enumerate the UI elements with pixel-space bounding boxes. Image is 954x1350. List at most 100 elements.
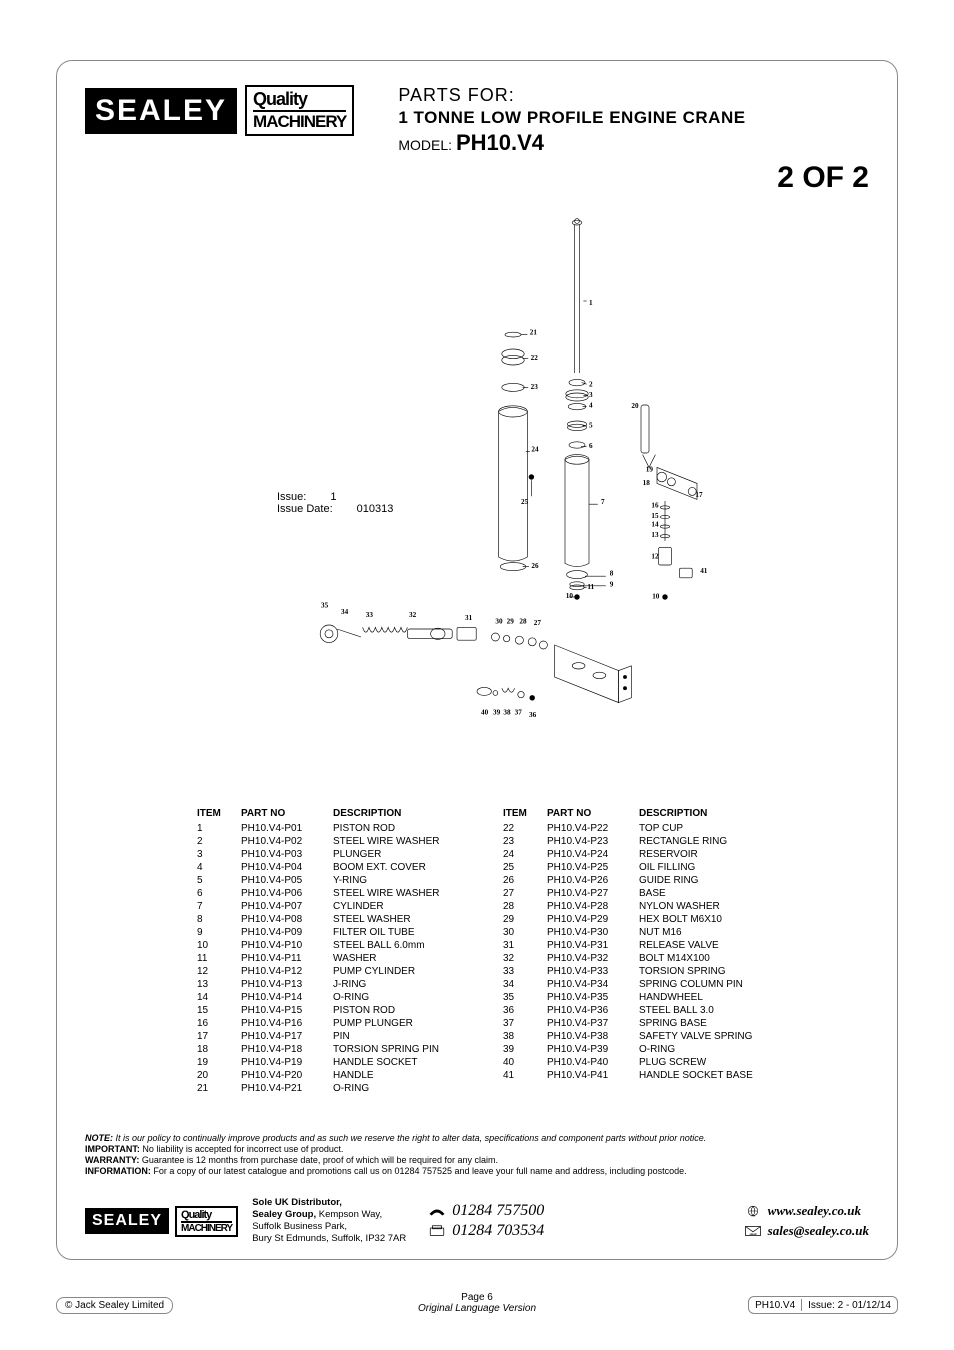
callout-34: 34 — [341, 608, 349, 616]
table-row: 30PH10.V4-P30NUT M16 — [503, 926, 789, 939]
callout-4: 4 — [589, 401, 593, 409]
cell-part: PH10.V4-P15 — [241, 1004, 333, 1017]
cell-desc: STEEL WIRE WASHER — [333, 887, 483, 900]
callout-11: 11 — [587, 583, 594, 591]
callout-18: 18 — [643, 479, 651, 487]
links: Webwww.sealey.co.uk emailsales@sealey.co… — [744, 1203, 869, 1239]
page-number: Page 6 — [418, 1292, 536, 1303]
table-row: 38PH10.V4-P38SAFETY VALVE SPRING — [503, 1030, 789, 1043]
table-row: 22PH10.V4-P22TOP CUP — [503, 822, 789, 835]
cell-item: 3 — [197, 848, 241, 861]
cell-desc: HANDLE SOCKET BASE — [639, 1069, 789, 1082]
cell-desc: STEEL WASHER — [333, 913, 483, 926]
cell-item: 39 — [503, 1043, 547, 1056]
callout-8: 8 — [610, 569, 614, 577]
parts-col-right: ITEM PART NO DESCRIPTION 22PH10.V4-P22TO… — [503, 807, 789, 1095]
web: www.sealey.co.uk — [768, 1203, 861, 1219]
cell-part: PH10.V4-P04 — [241, 861, 333, 874]
callout-23: 23 — [531, 383, 539, 391]
callout-27: 27 — [534, 619, 542, 627]
cell-part: PH10.V4-P35 — [547, 991, 639, 1004]
note-lead: NOTE: — [85, 1133, 113, 1143]
callout-12: 12 — [651, 553, 659, 561]
cell-desc: HANDWHEEL — [639, 991, 789, 1004]
table-row: 34PH10.V4-P34SPRING COLUMN PIN — [503, 978, 789, 991]
dist-label: Sole UK Distributor, — [252, 1197, 342, 1208]
fax-icon — [428, 1225, 446, 1237]
logo-quality: Quality — [253, 89, 346, 112]
table-row: 1PH10.V4-P01PISTON ROD — [197, 822, 483, 835]
cell-desc: STEEL WIRE WASHER — [333, 835, 483, 848]
cell-item: 17 — [197, 1030, 241, 1043]
cell-part: PH10.V4-P23 — [547, 835, 639, 848]
cell-part: PH10.V4-P39 — [547, 1043, 639, 1056]
cell-desc: PLUG SCREW — [639, 1056, 789, 1069]
footer-logo-machinery: MACHINERY — [181, 1223, 232, 1234]
table-row: 19PH10.V4-P19HANDLE SOCKET — [197, 1056, 483, 1069]
cell-part: PH10.V4-P13 — [241, 978, 333, 991]
web-icon: Web — [744, 1205, 762, 1217]
logo-side: Quality MACHINERY — [245, 85, 354, 136]
table-row: 7PH10.V4-P07CYLINDER — [197, 900, 483, 913]
cell-desc: J-RING — [333, 978, 483, 991]
th-desc: DESCRIPTION — [333, 807, 483, 820]
cell-item: 8 — [197, 913, 241, 926]
cell-item: 37 — [503, 1017, 547, 1030]
page-footer: © Jack Sealey Limited Page 6 Original La… — [56, 1296, 898, 1314]
callout-13: 13 — [651, 531, 659, 539]
important-lead: IMPORTANT: — [85, 1144, 140, 1154]
cell-part: PH10.V4-P31 — [547, 939, 639, 952]
orig-lang: Original Language Version — [418, 1303, 536, 1314]
callout-28: 28 — [519, 617, 527, 625]
th-desc: DESCRIPTION — [639, 807, 789, 820]
callout-22: 22 — [531, 354, 539, 362]
cell-desc: TORSION SPRING PIN — [333, 1043, 483, 1056]
table-row: 29PH10.V4-P29HEX BOLT M6X10 — [503, 913, 789, 926]
cell-item: 6 — [197, 887, 241, 900]
svg-text:Web: Web — [751, 1214, 756, 1217]
cell-desc: HEX BOLT M6X10 — [639, 913, 789, 926]
cell-desc: O-RING — [333, 1082, 483, 1095]
th-item: ITEM — [503, 807, 547, 820]
cell-desc: PIN — [333, 1030, 483, 1043]
logo: SEALEY Quality MACHINERY — [85, 85, 354, 136]
cell-item: 12 — [197, 965, 241, 978]
product-title: 1 TONNE LOW PROFILE ENGINE CRANE — [398, 108, 869, 128]
center-footer: Page 6 Original Language Version — [418, 1292, 536, 1314]
footer-bar: SEALEY Quality MACHINERY Sole UK Distrib… — [85, 1197, 869, 1245]
cell-desc: STEEL BALL 6.0mm — [333, 939, 483, 952]
table-row: 16PH10.V4-P16PUMP PLUNGER — [197, 1017, 483, 1030]
table-row: 14PH10.V4-P14O-RING — [197, 991, 483, 1004]
exploded-diagram: 1234567891011212223242526201918171615141… — [237, 181, 837, 741]
tel: 01284 757500 — [452, 1202, 544, 1220]
callout-10: 10 — [566, 592, 574, 600]
cell-part: PH10.V4-P07 — [241, 900, 333, 913]
page: SEALEY Quality MACHINERY PARTS FOR: 1 TO… — [0, 0, 954, 1350]
table-row: 24PH10.V4-P24RESERVOIR — [503, 848, 789, 861]
cell-item: 26 — [503, 874, 547, 887]
table-row: 3PH10.V4-P03PLUNGER — [197, 848, 483, 861]
cell-part: PH10.V4-P09 — [241, 926, 333, 939]
cell-part: PH10.V4-P25 — [547, 861, 639, 874]
cell-item: 19 — [197, 1056, 241, 1069]
table-row: 2PH10.V4-P02STEEL WIRE WASHER — [197, 835, 483, 848]
cell-item: 14 — [197, 991, 241, 1004]
cell-item: 29 — [503, 913, 547, 926]
table-row: 21PH10.V4-P21O-RING — [197, 1082, 483, 1095]
cell-item: 40 — [503, 1056, 547, 1069]
cell-desc: BASE — [639, 887, 789, 900]
callout-38: 38 — [503, 709, 511, 717]
table-row: 10PH10.V4-P10STEEL BALL 6.0mm — [197, 939, 483, 952]
cell-item: 24 — [503, 848, 547, 861]
cell-desc: O-RING — [333, 991, 483, 1004]
callout-33: 33 — [366, 611, 374, 619]
callout-15: 15 — [651, 512, 659, 520]
table-row: 25PH10.V4-P25OIL FILLING — [503, 861, 789, 874]
cell-desc: PISTON ROD — [333, 822, 483, 835]
cell-item: 4 — [197, 861, 241, 874]
email: sales@sealey.co.uk — [768, 1223, 869, 1239]
table-row: 41PH10.V4-P41HANDLE SOCKET BASE — [503, 1069, 789, 1082]
cell-part: PH10.V4-P10 — [241, 939, 333, 952]
callout-1: 1 — [589, 299, 593, 307]
cell-item: 23 — [503, 835, 547, 848]
